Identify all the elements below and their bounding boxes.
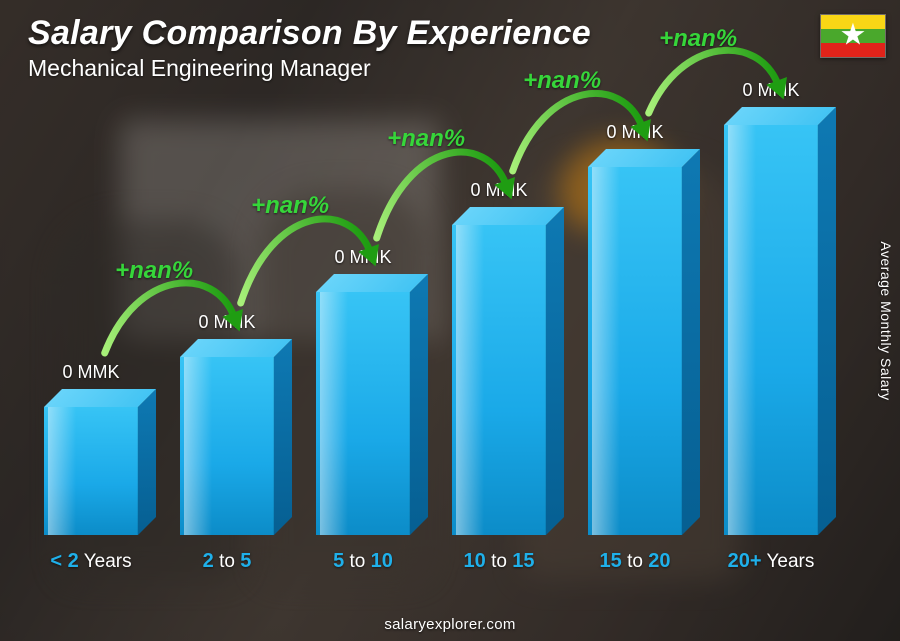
bar-3: 0 MMK5 to 10 [316, 292, 410, 535]
bar-top [452, 207, 564, 225]
chart-title: Salary Comparison By Experience [28, 14, 591, 53]
bar-top [44, 389, 156, 407]
chart-area: 0 MMK< 2 Years 0 MMK2 to 5 0 MMK5 to 10 0 M… [30, 100, 850, 581]
bar-side [138, 389, 156, 535]
bar-side [274, 339, 292, 535]
delta-label-1: +nan% [115, 257, 193, 285]
flag-star-icon: ★ [840, 20, 867, 50]
bar-value-label: 0 MMK [691, 80, 851, 101]
vertical-axis-label: Average Monthly Salary [878, 241, 894, 400]
bar-6: 0 MMK20+ Years [724, 125, 818, 535]
bar-1: 0 MMK< 2 Years [44, 407, 138, 535]
bar-value-label: 0 MMK [11, 362, 171, 383]
delta-label-4: +nan% [523, 67, 601, 95]
bar-side [546, 207, 564, 535]
chart-subtitle: Mechanical Engineering Manager [28, 55, 591, 82]
bar-top [724, 107, 836, 125]
bar-top [316, 274, 428, 292]
category-label: 20+ Years [691, 550, 851, 573]
bar-4: 0 MMK10 to 15 [452, 225, 546, 535]
bar-value-label: 0 MMK [147, 312, 307, 333]
bar-front [44, 407, 138, 535]
bar-5: 0 MMK15 to 20 [588, 167, 682, 535]
bar-front [724, 125, 818, 535]
delta-label-2: +nan% [251, 192, 329, 220]
country-flag-myanmar: ★ [820, 14, 886, 58]
bar-front [316, 292, 410, 535]
bar-2: 0 MMK2 to 5 [180, 357, 274, 535]
bar-side [410, 274, 428, 535]
bar-side [682, 149, 700, 535]
bar-front [180, 357, 274, 535]
footer-credit: salaryexplorer.com [0, 616, 900, 633]
delta-label-5: +nan% [659, 25, 737, 53]
title-block: Salary Comparison By Experience Mechanic… [28, 14, 591, 82]
bar-front [452, 225, 546, 535]
bar-value-label: 0 MMK [555, 122, 715, 143]
bar-top [180, 339, 292, 357]
infographic-canvas: Salary Comparison By Experience Mechanic… [0, 0, 900, 641]
bar-front [588, 167, 682, 535]
bar-value-label: 0 MMK [283, 247, 443, 268]
delta-label-3: +nan% [387, 125, 465, 153]
bar-value-label: 0 MMK [419, 180, 579, 201]
bar-top [588, 149, 700, 167]
bar-side [818, 107, 836, 535]
